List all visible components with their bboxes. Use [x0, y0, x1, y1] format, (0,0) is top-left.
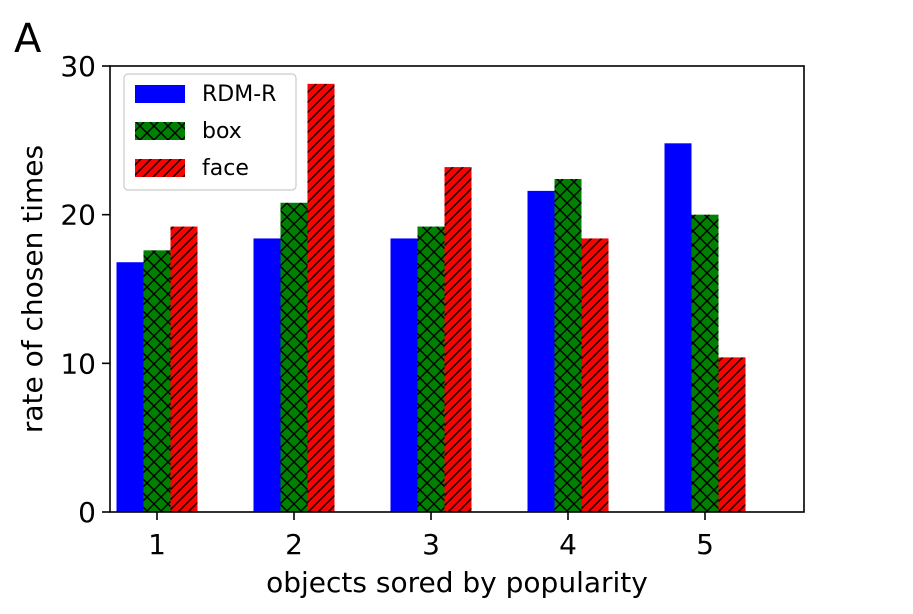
bar-box-3	[417, 226, 445, 512]
legend-swatch-box	[135, 122, 185, 140]
y-tick-label: 0	[78, 496, 96, 529]
bar-face-5	[718, 357, 746, 512]
legend-swatch-rdm-r	[135, 85, 185, 103]
panel-label: A	[14, 16, 42, 62]
y-axis-label: rate of chosen times	[16, 145, 49, 433]
bar-face-4	[581, 238, 609, 512]
x-axis-label: objects sored by popularity	[266, 566, 648, 599]
bar-face-1	[170, 226, 198, 512]
x-axis-ticks: 1 2 3 4 5	[148, 512, 714, 561]
bar-rdm-r-4	[527, 190, 555, 512]
plot-frame	[109, 65, 805, 513]
bar-rdm-r-3	[390, 238, 418, 512]
legend-label-box: box	[202, 119, 242, 144]
bar-face-2	[307, 83, 335, 512]
x-tick-label: 5	[696, 528, 714, 561]
legend-label-face: face	[202, 156, 249, 181]
bar-box-2	[280, 202, 308, 512]
bars-layer	[116, 83, 746, 513]
bar-rdm-r-1	[116, 262, 144, 512]
y-tick-label: 10	[60, 347, 96, 380]
x-tick-label: 2	[285, 528, 303, 561]
bar-face-3	[444, 167, 472, 512]
legend-swatch-face	[135, 159, 185, 177]
y-tick-label: 20	[60, 199, 96, 232]
x-tick-label: 3	[422, 528, 440, 561]
legend-label-rdm-r: RDM-R	[202, 82, 276, 107]
y-tick-label: 30	[60, 50, 96, 83]
bar-box-5	[691, 214, 719, 513]
bar-box-4	[554, 178, 582, 513]
x-tick-label: 4	[559, 528, 577, 561]
bar-rdm-r-2	[253, 238, 281, 512]
legend: RDM-R box face	[123, 73, 297, 191]
x-tick-label: 1	[148, 528, 166, 561]
bar-box-1	[143, 250, 171, 512]
bar-rdm-r-5	[664, 143, 692, 512]
y-axis-ticks: 0 10 20 30	[60, 50, 110, 529]
